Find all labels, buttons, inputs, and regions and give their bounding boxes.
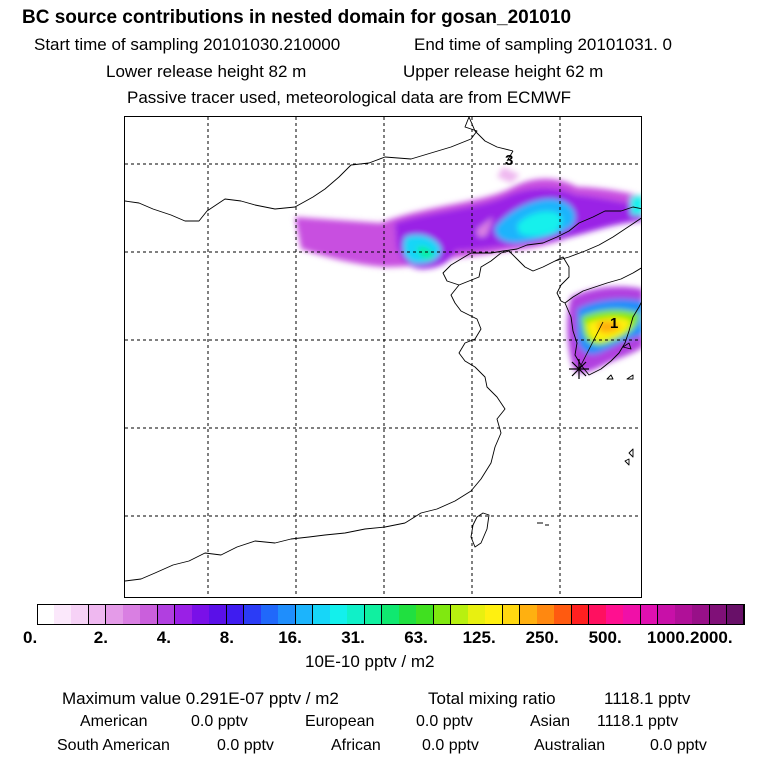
colorbar-cell: [606, 604, 624, 624]
colorbar-cell: [209, 604, 228, 624]
colorbar-cell: [330, 604, 348, 624]
colorbar-tick-label: 500.: [588, 628, 622, 647]
colorbar-cell: [657, 604, 676, 624]
lower-release-label: Lower release height 82 m: [106, 62, 307, 81]
tracer-label: Passive tracer used, meteorological data…: [127, 88, 572, 107]
colorbar: [37, 604, 745, 624]
total-mixing-value: 1118.1 pptv: [604, 689, 691, 708]
colorbar-cell: [537, 604, 555, 624]
colorbar-cell: [519, 604, 538, 624]
upper-release-label: Upper release height 62 m: [403, 62, 604, 81]
south-american-label: South American: [57, 737, 170, 754]
colorbar-tick-label: 2000.: [690, 628, 733, 647]
coastlines: [125, 117, 641, 582]
colorbar-cell: [226, 604, 245, 624]
colorbar-cell: [105, 604, 124, 624]
colorbar-tick-label: 8.: [219, 628, 234, 647]
colorbar-cell: [588, 604, 607, 624]
colorbar-tick-label: 16.: [278, 628, 302, 647]
asian-value: 1118.1 pptv: [597, 713, 679, 730]
max-value-label: Maximum value 0.291E-07 pptv / m2: [62, 689, 339, 708]
colorbar-cell: [726, 604, 745, 624]
end-time-label: End time of sampling 20101031. 0: [414, 35, 673, 54]
australian-value: 0.0 pptv: [650, 737, 707, 754]
colorbar-cell: [312, 604, 331, 624]
colorbar-cell: [174, 604, 193, 624]
colorbar-cell: [623, 604, 642, 624]
plume-field: [295, 167, 641, 373]
colorbar-tick-label: 2.: [93, 628, 108, 647]
australian-label: Australian: [534, 737, 606, 754]
colorbar-cell: [675, 604, 693, 624]
colorbar-cell: [347, 604, 366, 624]
colorbar-cell: [278, 604, 297, 624]
colorbar-cell: [243, 604, 262, 624]
colorbar-cell: [416, 604, 435, 624]
colorbar-cell: [37, 604, 55, 624]
colorbar-cell: [450, 604, 469, 624]
colorbar-cell: [381, 604, 400, 624]
colorbar-tick-label: 1000.: [647, 628, 690, 647]
colorbar-tick-label: 250.: [525, 628, 559, 647]
receptor-marker: [569, 321, 604, 379]
start-time-label: Start time of sampling 20101030.210000: [34, 35, 341, 54]
grid-lines: [125, 117, 641, 597]
african-label: African: [331, 737, 381, 754]
colorbar-cell: [295, 604, 314, 624]
colorbar-cell: [640, 604, 659, 624]
african-value: 0.0 pptv: [422, 737, 479, 754]
colorbar-cell: [399, 604, 417, 624]
european-value: 0.0 pptv: [416, 713, 473, 730]
colorbar-cell: [692, 604, 710, 624]
colorbar-cell: [261, 604, 279, 624]
colorbar-cell: [123, 604, 141, 624]
colorbar-tick-label: 63.: [404, 628, 428, 647]
colorbar-tick-label: 0.: [23, 628, 38, 647]
total-mixing-label: Total mixing ratio: [428, 689, 556, 708]
american-label: American: [80, 713, 148, 730]
colorbar-cell: [571, 604, 590, 624]
colorbar-cell: [468, 604, 486, 624]
colorbar-cell: [502, 604, 521, 624]
marker-label-1: 1: [610, 315, 618, 332]
south-american-value: 0.0 pptv: [217, 737, 274, 754]
colorbar-cell: [71, 604, 90, 624]
chart-title: BC source contributions in nested domain…: [22, 7, 572, 28]
colorbar-cell: [433, 604, 452, 624]
colorbar-cell: [554, 604, 573, 624]
colorbar-tick-label: 31.: [341, 628, 365, 647]
colorbar-tick-label: 4.: [156, 628, 171, 647]
map-panel: 1 3: [124, 116, 642, 598]
american-value: 0.0 pptv: [191, 713, 248, 730]
european-label: European: [305, 713, 375, 730]
colorbar-cell: [54, 604, 72, 624]
colorbar-tick-label: 125.: [462, 628, 496, 647]
colorbar-cell: [88, 604, 107, 624]
colorbar-cell: [485, 604, 504, 624]
colorbar-cell: [709, 604, 728, 624]
colorbar-cell: [157, 604, 176, 624]
marker-label-3: 3: [505, 152, 513, 169]
colorbar-units: 10E-10 pptv / m2: [305, 652, 435, 671]
colorbar-cell: [140, 604, 159, 624]
colorbar-cell: [364, 604, 383, 624]
map-svg: 1 3: [125, 117, 641, 597]
asian-label: Asian: [530, 713, 571, 730]
colorbar-cell: [192, 604, 210, 624]
